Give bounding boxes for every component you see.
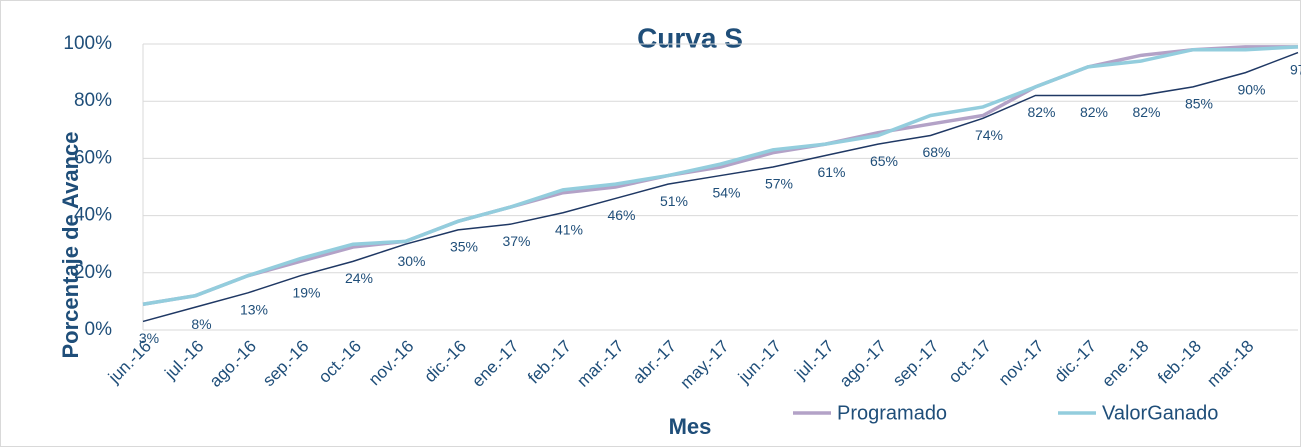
data-label: 19% [292, 284, 320, 300]
data-label: 51% [660, 193, 688, 209]
y-tick-label: 0% [85, 319, 113, 340]
legend-label: Programado [837, 402, 947, 424]
y-tick-label: 100% [63, 33, 112, 54]
y-tick-label: 60% [74, 147, 112, 168]
data-label: 54% [712, 184, 740, 200]
data-label: 8% [191, 316, 211, 332]
series-line [142, 45, 1298, 306]
data-label: 30% [397, 253, 425, 269]
data-label: 74% [975, 127, 1003, 143]
x-axis-title: Mes [669, 414, 712, 439]
series-line [142, 45, 1299, 306]
data-label: 37% [502, 233, 530, 249]
data-label: 41% [555, 221, 583, 237]
data-label: 24% [345, 270, 373, 286]
data-label: 35% [450, 239, 478, 255]
data-label: 68% [922, 144, 950, 160]
data-label: 82% [1132, 104, 1160, 120]
chart-title: Curva S [637, 22, 743, 53]
y-tick-label: 20% [74, 262, 112, 283]
y-tick-label: 80% [74, 90, 112, 111]
data-label: 90% [1237, 81, 1265, 97]
y-axis-title: Porcentaje de Avance [58, 131, 83, 358]
data-label: 82% [1027, 104, 1055, 120]
data-label: 46% [607, 207, 635, 223]
data-label: 57% [765, 176, 793, 192]
data-label: 13% [240, 302, 268, 318]
y-tick-label: 40% [74, 205, 112, 226]
data-label: 65% [870, 153, 898, 169]
series-line [142, 51, 1299, 323]
legend-label: ValorGanado [1102, 402, 1218, 424]
data-label: 61% [817, 164, 845, 180]
data-label: 3% [139, 330, 159, 346]
data-label: 82% [1080, 104, 1108, 120]
data-label: 85% [1185, 96, 1213, 112]
data-label: 97% [1290, 61, 1301, 77]
